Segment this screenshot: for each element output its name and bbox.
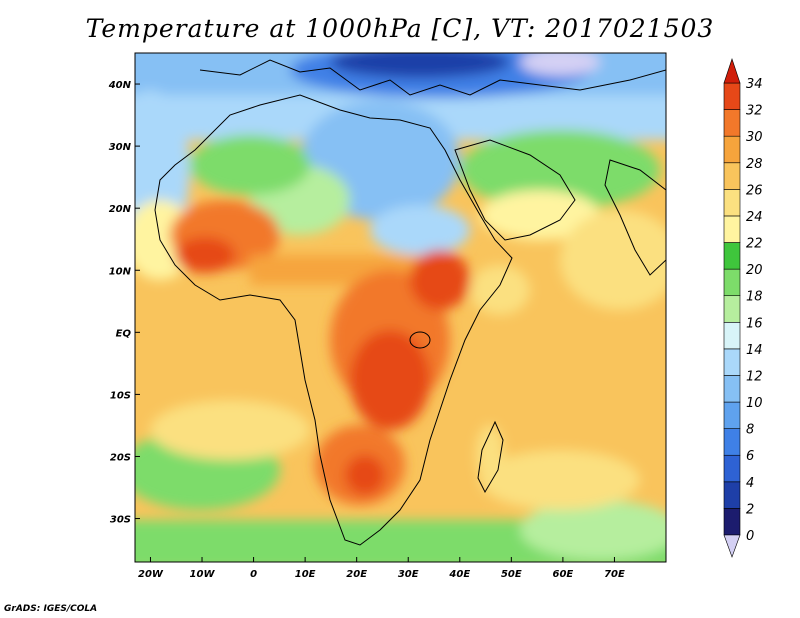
lon-tick-label: 60E (553, 569, 574, 580)
lat-tick-label: 20N (109, 204, 132, 215)
colorbar-swatch (723, 375, 741, 403)
colorbar-label: 26 (746, 183, 763, 198)
longitude-axis: 20W 10W 0 10E 20E 30E 40E 50E 60E 70E (138, 557, 625, 580)
colorbar-label: 10 (746, 396, 763, 411)
lon-tick-label: 10W (190, 569, 216, 580)
colorbar-label: 6 (746, 449, 754, 464)
colorbar-swatch (723, 215, 741, 243)
colorbar-label: 16 (746, 316, 763, 331)
colorbar-label: 30 (746, 130, 763, 145)
lon-tick-label: 40E (448, 569, 470, 580)
colorbar-swatch (723, 481, 741, 509)
africa-coastline (154, 94, 513, 546)
colorbar-swatch (723, 348, 741, 376)
plot-frame (134, 52, 667, 563)
colorbar-swatch (723, 242, 741, 270)
credit-text: GrADS: IGES/COLA (4, 604, 98, 614)
lon-tick-label: 20E (346, 569, 367, 580)
colorbar-label: 4 (746, 476, 754, 491)
colorbar-swatch (723, 135, 741, 164)
lon-tick-label: 30E (398, 569, 419, 580)
lon-tick-label: 20W (138, 569, 164, 580)
colorbar-label: 14 (746, 343, 763, 358)
madagascar-coastline (477, 420, 504, 494)
lat-tick-label: 10S (110, 390, 131, 401)
colorbar-label: 24 (746, 210, 763, 225)
colorbar-label: 18 (746, 290, 763, 305)
colorbar-swatch (723, 454, 741, 483)
colorbar-swatch (723, 82, 741, 110)
colorbar-label: 12 (746, 369, 763, 384)
lat-tick-label: 20S (110, 452, 131, 463)
colorbar-swatch (723, 189, 741, 217)
colorbar-swatch (723, 268, 741, 297)
lon-tick-label: 10E (295, 569, 316, 580)
colorbar-swatch (723, 428, 741, 456)
lat-tick-label: 30N (109, 142, 132, 153)
colorbar-label: 34 (746, 77, 763, 92)
colorbar-label: 22 (746, 237, 763, 252)
latitude-axis: 40N 30N 20N 10N EQ 10S 20S 30S (108, 80, 140, 526)
colorbar-label: 28 (746, 157, 763, 172)
temperature-field (135, 53, 666, 562)
lat-tick-label: 30S (110, 515, 131, 526)
colorbar-swatch (723, 401, 741, 429)
lat-tick-label: 40N (108, 80, 132, 91)
arabia-coastline (454, 139, 576, 241)
plot-title: Temperature at 1000hPa [C], VT: 20170215… (85, 14, 715, 43)
lat-tick-label: EQ (116, 328, 132, 339)
india-coastline (604, 159, 666, 276)
colorbar-swatch (723, 162, 741, 190)
colorbar-label: 8 (746, 423, 754, 438)
colorbar-label: 0 (746, 529, 754, 544)
colorbar-below-arrow (723, 534, 741, 558)
colorbar-label: 32 (746, 104, 763, 119)
lon-tick-label: 70E (604, 569, 625, 580)
lon-tick-label: 0 (250, 569, 257, 580)
europe-coastline (199, 59, 666, 96)
colorbar-label: 2 (746, 502, 754, 517)
colorbar-swatch (723, 321, 741, 350)
colorbar-swatch (723, 295, 741, 323)
lake-victoria (409, 331, 431, 349)
lon-tick-label: 50E (501, 569, 522, 580)
colorbar-swatch (723, 109, 741, 137)
colorbar-label: 20 (746, 263, 763, 278)
lat-tick-label: 10N (109, 266, 132, 277)
colorbar-above-arrow (723, 58, 741, 84)
colorbar-swatch (723, 508, 741, 536)
